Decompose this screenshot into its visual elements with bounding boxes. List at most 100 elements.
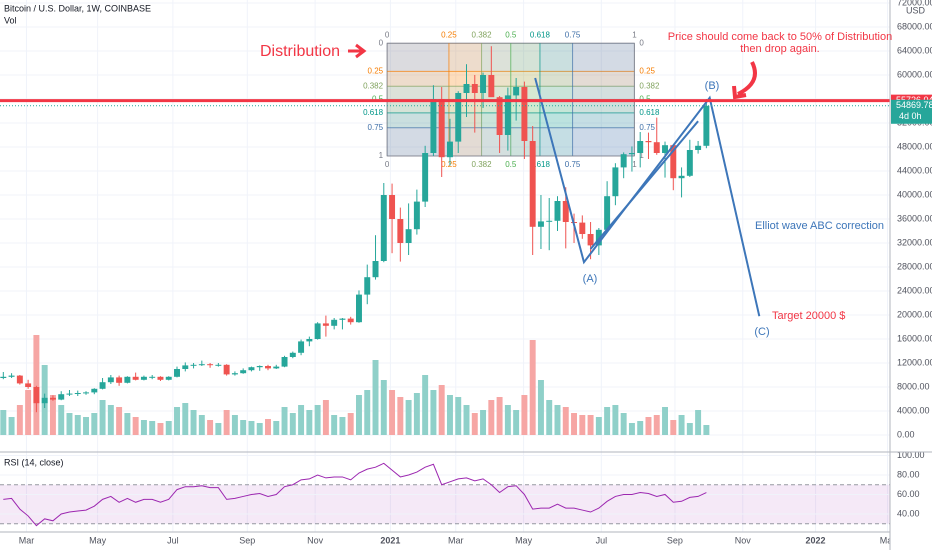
volume-bar (240, 420, 247, 436)
candle-body (537, 221, 544, 227)
volume-bar (380, 380, 387, 436)
volume-bar (116, 407, 123, 436)
fib-label: 0 (379, 38, 384, 47)
volume-bar (356, 395, 362, 436)
candle-body (256, 366, 263, 368)
volume-bar (645, 417, 652, 436)
y-tick-label: 32000.00 (897, 237, 932, 247)
candle-body (248, 367, 255, 371)
volume-bar (8, 417, 15, 436)
volume-bar (529, 340, 536, 436)
rsi-line (3, 462, 707, 527)
volume-bar (74, 415, 81, 436)
candle-body (174, 369, 180, 377)
volume-bar (422, 375, 429, 436)
x-tick-label: May (89, 535, 107, 545)
note: then drop again. (740, 43, 820, 55)
candle-body (446, 141, 453, 158)
candle-body (322, 323, 329, 326)
volume-bar (628, 423, 635, 436)
fib-label: 0.618 (530, 30, 551, 39)
volume-bar (16, 405, 23, 436)
volume-bar (149, 421, 156, 436)
volume-bar (265, 419, 271, 436)
volume-bar (174, 407, 180, 436)
fib-label: 1 (379, 151, 384, 160)
candle-body (372, 261, 379, 278)
fib-label: 0 (385, 30, 390, 39)
rsi-tick-label: 60.00 (897, 489, 920, 499)
candle-body (579, 222, 586, 235)
y-tick-label: 28000.00 (897, 261, 932, 271)
y-tick-label: 12000.00 (897, 357, 932, 367)
x-tick-label: Jul (167, 535, 179, 545)
candle-body (389, 195, 396, 220)
fib-label: 0 (385, 160, 390, 169)
volume-bar (513, 410, 520, 436)
rsi-band (0, 484, 890, 524)
countdown: 4d 0h (899, 111, 922, 121)
fib-label: 0.382 (363, 81, 384, 90)
fib-label: 0.618 (363, 108, 384, 117)
x-tick-label: Jul (596, 535, 608, 545)
wave-label: (C) (754, 326, 769, 338)
candle-body (471, 84, 478, 94)
candle-body (273, 366, 280, 369)
volume-bar (662, 407, 668, 436)
arrow (348, 43, 367, 59)
volume-bar (587, 415, 594, 436)
last-price-label: 54869.78 (896, 100, 932, 110)
x-tick-label: Sep (667, 535, 683, 545)
volume-bar (132, 417, 139, 436)
x-tick-label: Mar (448, 535, 464, 545)
wave-line (534, 77, 761, 317)
candle-body (587, 234, 594, 246)
volume-bar (207, 420, 214, 436)
fib-label: 1 (632, 160, 637, 169)
volume-bar (231, 415, 238, 436)
volume-bar (595, 417, 602, 436)
target-note: Target 20000 $ (772, 310, 845, 322)
last-price-tag (891, 99, 932, 124)
rsi-tick-label: 80.00 (897, 469, 920, 479)
volume-bar (190, 410, 197, 436)
volume-label: Vol (4, 15, 17, 25)
volume-bar (347, 413, 354, 436)
volume-bar (405, 400, 412, 436)
y-tick-label: 4000.00 (897, 405, 930, 415)
volume-bar (157, 423, 164, 436)
candle-body (74, 393, 81, 395)
candle-body (0, 376, 7, 379)
volume-bar (463, 405, 470, 436)
x-tick-label: Sep (239, 535, 255, 545)
candle-body (546, 220, 553, 222)
candle-body (604, 196, 611, 230)
candle-body (182, 365, 189, 370)
curved-arrow (732, 61, 757, 100)
volume-bar (571, 413, 578, 436)
volume-bar (107, 405, 114, 436)
y-tick-label: 40000.00 (897, 189, 932, 199)
volume-bar (678, 415, 685, 436)
y-tick-label: 72000.00 (897, 0, 932, 7)
candle-body (463, 84, 470, 94)
fib-label: 0.25 (368, 67, 384, 76)
fib-label: 0.75 (565, 30, 581, 39)
volume-bar (554, 405, 561, 436)
volume-bar (33, 335, 40, 436)
volume-bar (314, 405, 321, 436)
candle-body (132, 376, 139, 380)
volume-bar (604, 407, 611, 436)
candle-body (595, 229, 602, 246)
candle-body (99, 382, 106, 389)
fib-label: 1 (632, 30, 637, 39)
volume-bar (562, 407, 569, 436)
candle-body (405, 229, 412, 244)
candle-body (356, 294, 362, 323)
volume-bar (182, 403, 189, 436)
candle-body (314, 323, 321, 340)
volume-bar (124, 413, 131, 436)
volume-bar (686, 423, 693, 436)
rsi-tick-label: 100.00 (897, 450, 925, 460)
candle-body (66, 393, 73, 395)
